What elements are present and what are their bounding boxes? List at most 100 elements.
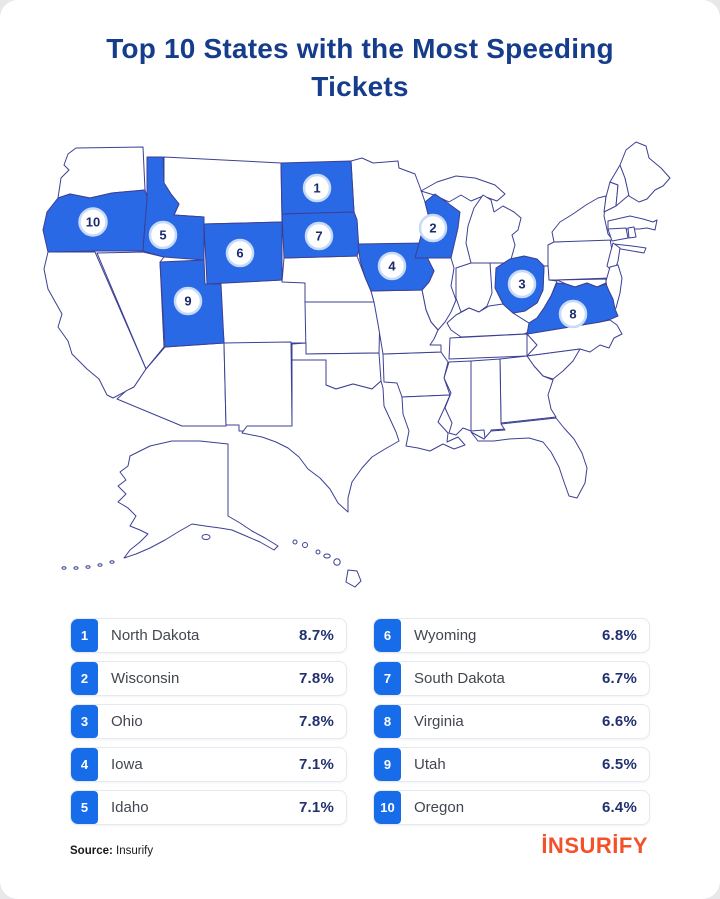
state-alaska <box>117 440 279 559</box>
ranking-row: 10 Oregon 6.4% <box>373 790 650 825</box>
map-badge-2-label: 2 <box>429 221 436 236</box>
state-arkansas <box>382 351 451 398</box>
page-title-text: Top 10 States with the Most Speeding Tic… <box>106 33 614 103</box>
state-florida <box>470 417 588 499</box>
state-new-mexico <box>223 341 293 432</box>
ranking-row: 5 Idaho 7.1% <box>70 790 347 825</box>
rank-badge: 3 <box>71 705 98 738</box>
aleutian-island <box>73 566 79 570</box>
map-badge-8: 8 <box>558 299 588 329</box>
state-percentage: 6.8% <box>602 627 637 644</box>
rank-badge: 2 <box>71 662 98 695</box>
map-badge-7-label: 7 <box>315 229 322 244</box>
state-percentage: 7.8% <box>299 670 334 687</box>
map-badge-9: 9 <box>173 286 203 316</box>
rank-badge: 9 <box>374 748 401 781</box>
state-minnesota <box>350 157 430 245</box>
map-badge-4-label: 4 <box>388 259 396 274</box>
state-vermont <box>603 181 619 213</box>
kodiak-island <box>201 534 211 540</box>
ranking-row: 7 South Dakota 6.7% <box>373 661 650 696</box>
state-mississippi <box>443 360 472 436</box>
map-badge-7: 7 <box>304 221 334 251</box>
source-value: Insurify <box>116 845 154 857</box>
state-missouri <box>370 289 442 355</box>
us-map: 1 2 3 4 5 6 7 8 9 10 <box>42 141 671 588</box>
rank-badge: 4 <box>71 748 98 781</box>
state-maine <box>619 141 671 203</box>
state-name: Ohio <box>111 713 143 730</box>
map-badge-3: 3 <box>507 269 537 299</box>
map-badge-6-label: 6 <box>236 246 243 261</box>
state-michigan <box>465 194 522 264</box>
state-name: Utah <box>414 756 446 773</box>
ranking-row: 6 Wyoming 6.8% <box>373 618 650 653</box>
state-texas <box>241 359 400 513</box>
rank-badge: 5 <box>71 791 98 824</box>
state-name: North Dakota <box>111 627 200 644</box>
state-indiana <box>455 262 493 313</box>
rank-badge: 8 <box>374 705 401 738</box>
rank-badge: 10 <box>374 791 401 824</box>
insurify-logo: İNSURİFY <box>541 833 648 858</box>
ranking-row: 8 Virginia 6.6% <box>373 704 650 739</box>
rank-badge: 6 <box>374 619 401 652</box>
state-tennessee <box>448 333 528 360</box>
rankings-list: 1 North Dakota 8.7% 2 Wisconsin 7.8% 3 Ohio 7.… <box>70 618 650 833</box>
state-connecticut <box>607 227 629 242</box>
map-badge-4: 4 <box>377 251 407 281</box>
state-percentage: 7.8% <box>299 713 334 730</box>
ranking-row: 9 Utah 6.5% <box>373 747 650 782</box>
state-kansas <box>304 301 381 355</box>
map-badge-5-label: 5 <box>159 228 166 243</box>
map-badge-8-label: 8 <box>569 307 576 322</box>
state-percentage: 6.7% <box>602 670 637 687</box>
state-georgia <box>499 355 557 424</box>
map-badge-3-label: 3 <box>518 277 525 292</box>
source-label: Source: <box>70 845 113 857</box>
map-badge-1: 1 <box>302 173 332 203</box>
ranking-row: 2 Wisconsin 7.8% <box>70 661 347 696</box>
map-badge-10-label: 10 <box>86 215 100 230</box>
map-badge-10: 10 <box>78 207 108 237</box>
state-montana <box>163 156 283 225</box>
state-name: Virginia <box>414 713 464 730</box>
map-badge-1-label: 1 <box>313 181 320 196</box>
state-rhode-island <box>627 226 637 239</box>
state-percentage: 7.1% <box>299 756 334 773</box>
state-name: Oregon <box>414 799 465 816</box>
state-name: Wisconsin <box>111 670 180 687</box>
map-badge-6: 6 <box>225 238 255 268</box>
aleutian-island <box>97 563 103 567</box>
map-badge-2: 2 <box>418 213 448 243</box>
state-washington <box>57 146 146 199</box>
state-percentage: 6.5% <box>602 756 637 773</box>
aleutian-island <box>61 566 67 570</box>
aleutian-island <box>109 560 115 564</box>
state-colorado <box>219 278 307 344</box>
hawaii-island <box>315 549 321 555</box>
state-percentage: 8.7% <box>299 627 334 644</box>
map-badge-9-label: 9 <box>184 294 191 309</box>
map-badge-5: 5 <box>148 220 178 250</box>
hawaii-island <box>333 558 341 566</box>
hawaii-island <box>323 553 331 559</box>
hawaii-island <box>302 542 308 548</box>
source-line: Source: Insurify <box>70 845 153 857</box>
state-percentage: 6.4% <box>602 799 637 816</box>
state-name: South Dakota <box>414 670 505 687</box>
state-louisiana <box>401 394 466 452</box>
state-name: Idaho <box>111 799 149 816</box>
rankings-column-right: 6 Wyoming 6.8% 7 South Dakota 6.7% 8 Virginia… <box>373 618 650 833</box>
ranking-row: 3 Ohio 7.8% <box>70 704 347 739</box>
aleutian-island <box>85 565 91 569</box>
state-percentage: 6.6% <box>602 713 637 730</box>
rank-badge: 1 <box>71 619 98 652</box>
state-name: Wyoming <box>414 627 477 644</box>
page-title: Top 10 States with the Most Speeding Tic… <box>0 30 720 106</box>
ranking-row: 1 North Dakota 8.7% <box>70 618 347 653</box>
state-new-york <box>551 195 614 243</box>
state-percentage: 7.1% <box>299 799 334 816</box>
hawaii-big-island <box>345 569 362 588</box>
